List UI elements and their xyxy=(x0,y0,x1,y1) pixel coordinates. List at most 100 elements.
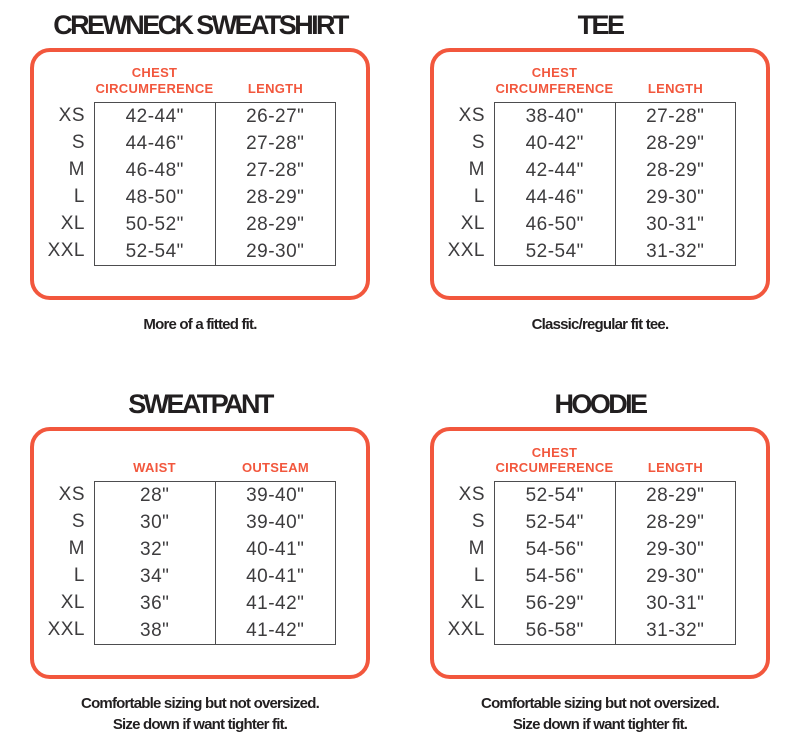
value-cell: 46-50" xyxy=(525,213,584,235)
size-label: XL xyxy=(460,212,485,234)
size-label: M xyxy=(68,537,85,559)
value-cell: 52-54" xyxy=(525,240,584,262)
value-cell: 34" xyxy=(140,565,170,587)
panel-title: SWEATPANT xyxy=(128,389,274,420)
value-cell: 42-44" xyxy=(525,159,584,181)
value-cell: 32" xyxy=(140,538,170,560)
size-label: S xyxy=(71,131,85,153)
value-cell: 27-28" xyxy=(246,132,305,154)
value-cell: 31-32" xyxy=(646,619,705,641)
value-cell: 38-40" xyxy=(525,105,584,127)
col2-header: OUTSEAM xyxy=(215,460,336,475)
size-table: XS S M L XL XXL 42-44" 44-46" 46-48" 48-… xyxy=(48,102,336,266)
value-cell: 46-48" xyxy=(125,159,184,181)
fit-note: Classic/regular fit tee. xyxy=(430,315,770,335)
value-cell: 52-54" xyxy=(525,511,584,533)
value-cell: 36" xyxy=(140,592,170,614)
value-cell: 30" xyxy=(140,511,170,533)
value-cell: 40-41" xyxy=(246,565,305,587)
fit-note-line: Comfortable sizing but not oversized. xyxy=(81,695,320,713)
value-cell: 28-29" xyxy=(646,511,705,533)
value-cell: 30-31" xyxy=(646,592,705,614)
col2-header: LENGTH xyxy=(615,81,736,96)
col1-header: CHEST CIRCUMFERENCE xyxy=(94,65,215,96)
col1-values: 52-54" 52-54" 54-56" 54-56" 56-29" 56-58… xyxy=(495,482,616,645)
col1-values: 28" 30" 32" 34" 36" 38" xyxy=(95,482,216,645)
value-cell: 29-30" xyxy=(646,565,705,587)
value-cell: 29-30" xyxy=(646,186,705,208)
value-cell: 29-30" xyxy=(646,538,705,560)
size-label: XL xyxy=(460,591,485,613)
panel-title: TEE xyxy=(577,10,625,40)
col1-values: 42-44" 44-46" 46-48" 48-50" 50-52" 52-54… xyxy=(95,103,216,265)
fit-note: Comfortable sizing but not oversized. Si… xyxy=(430,694,770,735)
value-cell: 54-56" xyxy=(525,565,584,587)
size-label: XXL xyxy=(447,239,485,261)
size-label: XS xyxy=(458,483,485,505)
fit-note-line: Size down if want tighter fit. xyxy=(512,715,688,733)
column-headers: CHEST CIRCUMFERENCE LENGTH xyxy=(448,64,736,96)
value-cell: 29-30" xyxy=(246,240,305,262)
size-label: L xyxy=(73,564,85,586)
col1-header: CHEST CIRCUMFERENCE xyxy=(494,65,615,96)
size-chart-box: CHEST CIRCUMFERENCE LENGTH XS S M L XL X… xyxy=(430,427,770,680)
value-cell: 52-54" xyxy=(125,240,184,262)
value-cell: 42-44" xyxy=(125,105,184,127)
fit-note: More of a fitted fit. xyxy=(30,315,370,335)
fit-note: Comfortable sizing but not oversized. Si… xyxy=(30,694,370,735)
size-label: L xyxy=(473,185,485,207)
col2-values: 27-28" 28-29" 28-29" 29-30" 30-31" 31-32… xyxy=(616,103,736,265)
size-labels: XS S M L XL XXL xyxy=(48,102,94,266)
data-grid: 38-40" 40-42" 42-44" 44-46" 46-50" 52-54… xyxy=(494,102,736,266)
panel-title: HOODIE xyxy=(554,389,649,420)
value-cell: 41-42" xyxy=(246,592,305,614)
col1-header-line1: CHEST xyxy=(531,65,578,81)
col1-header-line1: CHEST xyxy=(131,65,178,81)
value-cell: 26-27" xyxy=(246,105,305,127)
size-table: XS S M L XL XXL 28" 30" 32" 34" 36" 38" xyxy=(48,481,336,646)
col1-header: WAIST xyxy=(94,460,215,475)
data-grid: 42-44" 44-46" 46-48" 48-50" 50-52" 52-54… xyxy=(94,102,336,266)
size-labels: XS S M L XL XXL xyxy=(448,102,494,266)
size-label: L xyxy=(73,185,85,207)
size-chart-box: CHEST CIRCUMFERENCE LENGTH XS S M L XL X… xyxy=(430,48,770,300)
value-cell: 31-32" xyxy=(646,240,705,262)
panel-title: CREWNECK SWEATSHIRT xyxy=(53,10,349,40)
value-cell: 28-29" xyxy=(246,213,305,235)
col2-values: 39-40" 39-40" 40-41" 40-41" 41-42" 41-42… xyxy=(216,482,336,644)
size-label: M xyxy=(68,158,85,180)
col2-values: 28-29" 28-29" 29-30" 29-30" 30-31" 31-32… xyxy=(616,482,736,644)
value-cell: 54-56" xyxy=(525,538,584,560)
data-grid: 52-54" 52-54" 54-56" 54-56" 56-29" 56-58… xyxy=(494,481,736,646)
col1-values: 38-40" 40-42" 42-44" 44-46" 46-50" 52-54… xyxy=(495,103,616,265)
size-labels: XS S M L XL XXL xyxy=(448,481,494,645)
col2-header-line: LENGTH xyxy=(247,80,304,96)
size-label: S xyxy=(471,510,485,532)
value-cell: 44-46" xyxy=(125,132,184,154)
value-cell: 27-28" xyxy=(646,105,705,127)
size-label: XXL xyxy=(47,239,85,261)
value-cell: 56-29" xyxy=(525,592,584,614)
fit-note-line: Comfortable sizing but not oversized. xyxy=(481,695,720,713)
size-label: XS xyxy=(58,104,85,126)
value-cell: 28-29" xyxy=(646,484,705,506)
col2-header-line: LENGTH xyxy=(647,80,704,96)
size-label: M xyxy=(468,537,485,559)
value-cell: 39-40" xyxy=(246,484,305,506)
value-cell: 39-40" xyxy=(246,511,305,533)
value-cell: 28-29" xyxy=(646,132,705,154)
size-label: XXL xyxy=(447,618,485,640)
size-labels: XS S M L XL XXL xyxy=(48,481,94,645)
value-cell: 40-42" xyxy=(525,132,584,154)
column-headers: CHEST CIRCUMFERENCE LENGTH xyxy=(448,443,736,475)
size-label: XL xyxy=(60,212,85,234)
col1-header: CHEST CIRCUMFERENCE xyxy=(494,445,615,476)
size-label: M xyxy=(468,158,485,180)
size-label: XXL xyxy=(47,618,85,640)
column-headers: WAIST OUTSEAM xyxy=(48,443,336,475)
column-headers: CHEST CIRCUMFERENCE LENGTH xyxy=(48,64,336,96)
col2-header-line: OUTSEAM xyxy=(241,459,310,475)
size-label: XS xyxy=(58,483,85,505)
value-cell: 28" xyxy=(140,484,170,506)
value-cell: 30-31" xyxy=(646,213,705,235)
